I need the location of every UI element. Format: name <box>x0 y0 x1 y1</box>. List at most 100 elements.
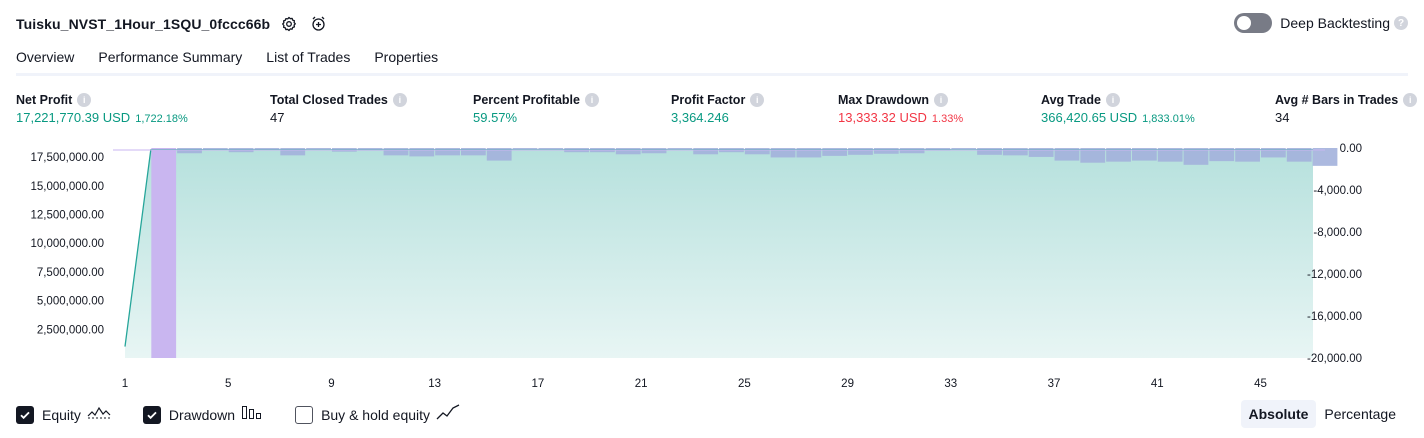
x-axis-tick: 13 <box>428 378 441 390</box>
drawdown-bar <box>1260 148 1286 158</box>
legend-buy-hold-label: Buy & hold equity <box>321 406 431 423</box>
tab-properties[interactable]: Properties <box>374 49 439 65</box>
left-axis-tick: 12,500,000.00 <box>30 210 104 222</box>
stat-value: 366,420.65 USD <box>1041 110 1138 125</box>
stat-percent-profitable: Percent Profitable i 59.57% <box>473 93 599 125</box>
info-icon[interactable]: i <box>77 93 92 107</box>
equity-checkbox[interactable] <box>16 405 34 424</box>
add-alert-icon[interactable] <box>308 13 330 35</box>
drawdown-bar <box>1028 148 1054 157</box>
tab-overview[interactable]: Overview <box>16 46 75 76</box>
drawdown-bar <box>1080 148 1106 163</box>
stat-label: Percent Profitable <box>473 93 580 107</box>
drawdown-bar <box>177 148 202 154</box>
stat-value: 17,221,770.39 USD <box>16 110 131 125</box>
drawdown-bar <box>1054 148 1080 161</box>
toggle-knob <box>1237 16 1252 30</box>
buy-hold-checkbox[interactable] <box>295 405 314 424</box>
drawdown-bar <box>667 148 693 150</box>
legend-drawdown-label: Drawdown <box>168 406 236 423</box>
tab-list-of-trades[interactable]: List of Trades <box>266 49 351 65</box>
drawdown-bar <box>512 148 538 150</box>
help-icon[interactable]: ? <box>1394 16 1408 30</box>
stat-value: 13,333.32 USD <box>838 110 927 125</box>
strategy-name: Tuisku_NVST_1Hour_1SQU_0fccc66b <box>16 16 271 32</box>
drawdown-checkbox[interactable] <box>142 405 161 424</box>
drawdown-bar <box>899 148 925 154</box>
deep-backtesting-toggle[interactable] <box>1234 13 1273 33</box>
stat-avg-bars: Avg # Bars in Trades i 34 <box>1275 93 1418 125</box>
drawdown-bar <box>1312 148 1338 166</box>
info-icon[interactable]: i <box>584 93 599 107</box>
x-axis-tick: 21 <box>635 378 648 390</box>
settings-icon[interactable] <box>278 13 300 35</box>
info-icon[interactable]: i <box>1403 93 1418 107</box>
right-axis-tick: 0.00 <box>1340 143 1362 155</box>
x-axis-tick: 25 <box>738 378 751 390</box>
right-axis-tick: -16,000.00 <box>1307 311 1362 323</box>
stat-avg-trade: Avg Trade i 366,420.65 USD 1,833.01% <box>1041 93 1195 125</box>
stat-value: 3,364.246 <box>671 110 729 125</box>
right-axis-tick: -4,000.00 <box>1313 185 1362 197</box>
drawdown-bar <box>435 148 460 156</box>
legend-equity[interactable]: Equity <box>16 403 111 426</box>
percentage-button[interactable]: Percentage <box>1324 406 1396 422</box>
x-axis-tick: 41 <box>1151 378 1164 390</box>
legend-buy-hold[interactable]: Buy & hold equity <box>295 403 460 426</box>
x-axis-tick: 1 <box>122 378 128 390</box>
x-axis-tick: 37 <box>1048 378 1061 390</box>
left-axis-tick: 2,500,000.00 <box>37 324 104 336</box>
stat-label: Avg Trade <box>1041 93 1101 107</box>
tab-bar: Overview Performance Summary List of Tra… <box>16 46 462 76</box>
tabs-divider <box>16 73 1408 76</box>
drawdown-bar <box>693 148 719 155</box>
x-axis-tick: 45 <box>1254 378 1267 390</box>
stat-net-profit: Net Profit i 17,221,770.39 USD 1,722.18% <box>16 93 188 125</box>
drawdown-bar <box>822 148 848 156</box>
drawdown-bar <box>641 148 667 154</box>
info-icon[interactable]: i <box>750 93 765 107</box>
equity-drawdown-chart[interactable]: 17,500,000.0015,000,000.0012,500,000.001… <box>0 138 1424 396</box>
absolute-button[interactable]: Absolute <box>1240 400 1317 428</box>
equity-wave-icon <box>87 403 111 426</box>
drawdown-bar <box>254 148 280 151</box>
x-axis-tick: 33 <box>944 378 957 390</box>
drawdown-bar <box>1157 148 1183 162</box>
drawdown-bar <box>538 148 564 150</box>
x-axis-tick: 5 <box>225 378 231 390</box>
left-axis-tick: 15,000,000.00 <box>30 181 104 193</box>
right-axis-tick: -12,000.00 <box>1307 269 1362 281</box>
chart-legend: Equity Drawdown Buy & hold equity <box>16 403 492 426</box>
x-axis-tick: 29 <box>841 378 854 390</box>
drawdown-bar <box>1106 148 1131 162</box>
drawdown-bar <box>770 148 796 158</box>
drawdown-bar <box>1002 148 1028 156</box>
legend-drawdown[interactable]: Drawdown <box>142 403 263 426</box>
drawdown-bar <box>1286 148 1312 162</box>
deep-backtesting-label: Deep Backtesting <box>1280 15 1390 31</box>
drawdown-bar <box>306 148 331 150</box>
stat-value: 34 <box>1275 110 1290 125</box>
stat-label: Avg # Bars in Trades <box>1275 93 1399 107</box>
drawdown-bar <box>280 148 306 156</box>
x-axis-tick: 17 <box>532 378 545 390</box>
tab-performance-summary[interactable]: Performance Summary <box>98 49 243 65</box>
drawdown-bar <box>460 148 486 156</box>
info-icon[interactable]: i <box>392 93 407 107</box>
drawdown-bar <box>202 148 228 151</box>
drawdown-bar <box>383 148 409 156</box>
right-axis-tick: -20,000.00 <box>1307 353 1362 365</box>
info-icon[interactable]: i <box>1105 93 1120 107</box>
stat-label: Max Drawdown <box>838 93 929 107</box>
stat-label: Total Closed Trades <box>270 93 388 107</box>
info-icon[interactable]: i <box>934 93 948 107</box>
equity-area <box>125 149 1313 358</box>
drawdown-bar <box>486 148 512 161</box>
stat-total-closed-trades: Total Closed Trades i 47 <box>270 93 407 125</box>
left-axis-tick: 17,500,000.00 <box>30 152 104 164</box>
drawdown-bar <box>151 148 177 358</box>
right-axis-tick: -8,000.00 <box>1313 227 1362 239</box>
stat-label: Profit Factor <box>671 93 746 107</box>
left-axis-tick: 5,000,000.00 <box>37 296 104 308</box>
stat-percent: 1.33% <box>931 113 964 125</box>
